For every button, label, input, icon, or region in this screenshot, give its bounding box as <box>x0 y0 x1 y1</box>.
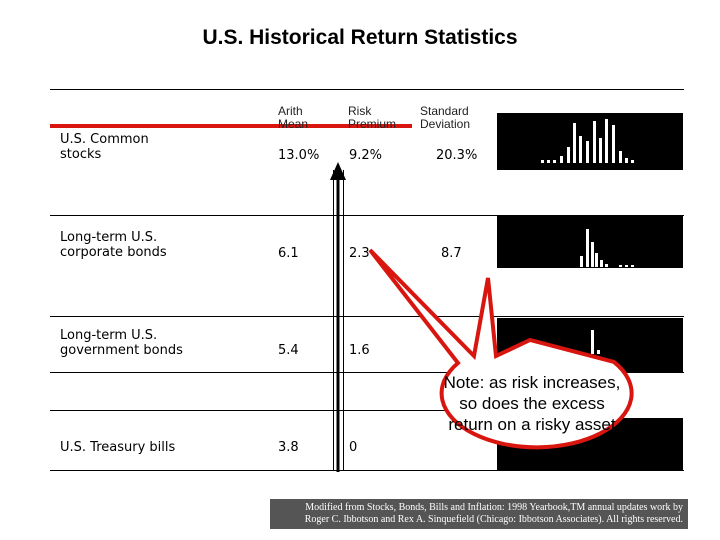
distribution-chart-common-stocks <box>497 113 683 170</box>
row-divider <box>50 372 684 373</box>
column-header-std-dev: Standard Deviation <box>420 104 473 131</box>
histogram-bar <box>625 265 628 267</box>
histogram-bar <box>597 350 600 354</box>
histogram-bar <box>600 260 603 267</box>
row-divider <box>50 410 470 411</box>
cell-premium: 9.2% <box>349 148 383 163</box>
footnote-line: Roger C. Ibbotson and Rex A. Sinquefield… <box>304 514 683 525</box>
cell-premium: 0 <box>349 440 358 455</box>
histogram-bar <box>586 141 589 163</box>
callout-note: Note: as risk increases, so does the exc… <box>443 373 621 434</box>
histogram-bar <box>605 264 608 267</box>
cell-std-dev: 8.7 <box>441 246 462 261</box>
histogram-bar <box>579 136 582 163</box>
histogram-bar <box>605 119 608 163</box>
callout-bubble <box>368 248 634 450</box>
histogram-bar <box>541 160 544 163</box>
cell-mean: 5.4 <box>278 343 299 358</box>
histogram-bar <box>631 160 634 163</box>
cell-std-dev: 20.3% <box>436 148 478 163</box>
histogram-bar <box>553 160 556 163</box>
cell-mean: 3.8 <box>278 440 299 455</box>
distribution-chart-corporate-bonds <box>497 215 683 268</box>
histogram-bar <box>625 158 628 163</box>
table-bottom-rule <box>50 470 684 471</box>
row-divider <box>50 215 684 216</box>
histogram-bar <box>619 151 622 163</box>
histogram-bar <box>595 253 598 267</box>
page-title: U.S. Historical Return Statistics <box>202 26 518 49</box>
highlight-bar <box>50 124 412 128</box>
cell-premium: 1.6 <box>349 343 370 358</box>
row-label-government-bonds: Long-term U.S. government bonds <box>60 328 183 358</box>
row-label-common-stocks: U.S. Common stocks <box>60 132 149 162</box>
row-divider <box>50 316 684 317</box>
column-divider <box>333 170 334 470</box>
cell-premium: 2.3 <box>349 246 370 261</box>
histogram-bar <box>547 160 550 163</box>
histogram-bar <box>612 125 615 163</box>
histogram-bar <box>573 123 576 163</box>
footnote-line: Modified from Stocks, Bonds, Bills and I… <box>305 502 683 513</box>
histogram-bar <box>591 330 594 354</box>
row-label-corporate-bonds: Long-term U.S. corporate bonds <box>60 230 167 260</box>
column-header-arith-mean: Arith Mean <box>278 104 309 131</box>
histogram-bar <box>599 138 602 163</box>
cell-mean: 6.1 <box>278 246 299 261</box>
histogram-bar <box>591 242 594 267</box>
histogram-bar <box>631 265 634 267</box>
up-arrow-icon <box>330 162 346 472</box>
histogram-bar <box>580 256 583 267</box>
histogram-bar <box>586 229 589 267</box>
cell-mean: 13.0% <box>278 148 320 163</box>
histogram-bar <box>560 156 563 163</box>
histogram-bar <box>567 147 570 163</box>
column-header-risk-premium: Risk Premium <box>348 104 397 131</box>
table-top-rule <box>50 89 684 90</box>
histogram-bar <box>619 265 622 267</box>
histogram-bar <box>593 121 596 163</box>
row-label-treasury-bills: U.S. Treasury bills <box>60 440 176 455</box>
source-footnote: Modified from Stocks, Bonds, Bills and I… <box>270 499 688 529</box>
column-divider <box>343 170 344 470</box>
